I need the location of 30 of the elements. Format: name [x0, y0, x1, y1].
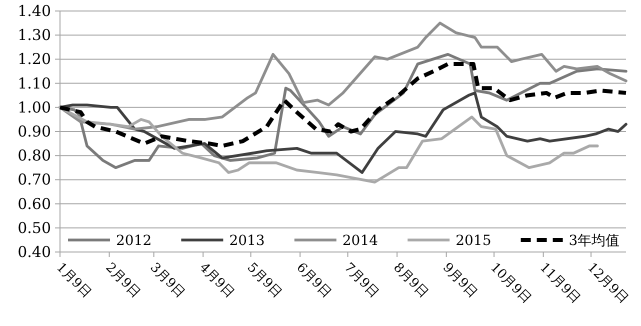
y-tick-label: 1.00 [18, 98, 51, 116]
y-tick-label: 0.70 [18, 170, 51, 189]
x-tick-label: 8月9日 [390, 260, 431, 301]
y-tick-label: 0.50 [18, 218, 51, 237]
y-tick-label: 1.10 [18, 74, 51, 92]
x-tick-label: 9月9日 [440, 260, 480, 301]
x-tick-label: 5月9日 [244, 260, 285, 301]
legend-label: 2015 [456, 233, 492, 249]
y-tick-label: 0.90 [18, 122, 51, 140]
x-tick-label: 6月9日 [293, 260, 334, 301]
line-series [58, 62, 628, 148]
x-tick-label: 7月9日 [340, 260, 382, 301]
legend-label: 2013 [229, 233, 265, 249]
x-tick-label: 12月9日 [584, 260, 631, 307]
y-tick-label: 0.80 [18, 146, 51, 165]
x-tick-label: 11月9日 [536, 260, 584, 307]
legend-label: 2012 [116, 233, 152, 249]
y-tick-label: 1.20 [18, 50, 51, 68]
x-tick-label: 1月9日 [53, 260, 94, 301]
y-tick-label: 1.40 [18, 2, 51, 20]
line-series [58, 22, 628, 130]
x-tick-label: 3月9日 [146, 260, 188, 301]
x-tick-label: 4月9日 [196, 260, 237, 301]
x-tick-label: 2月9日 [102, 260, 144, 301]
y-tick-label: 1.30 [18, 26, 51, 44]
legend-label: 2014 [342, 233, 378, 249]
y-tick-label: 0.40 [18, 243, 51, 261]
x-tick-label: 10月9日 [487, 260, 534, 307]
y-tick-label: 0.60 [18, 194, 51, 213]
legend-label: 3年均值 [568, 233, 620, 249]
